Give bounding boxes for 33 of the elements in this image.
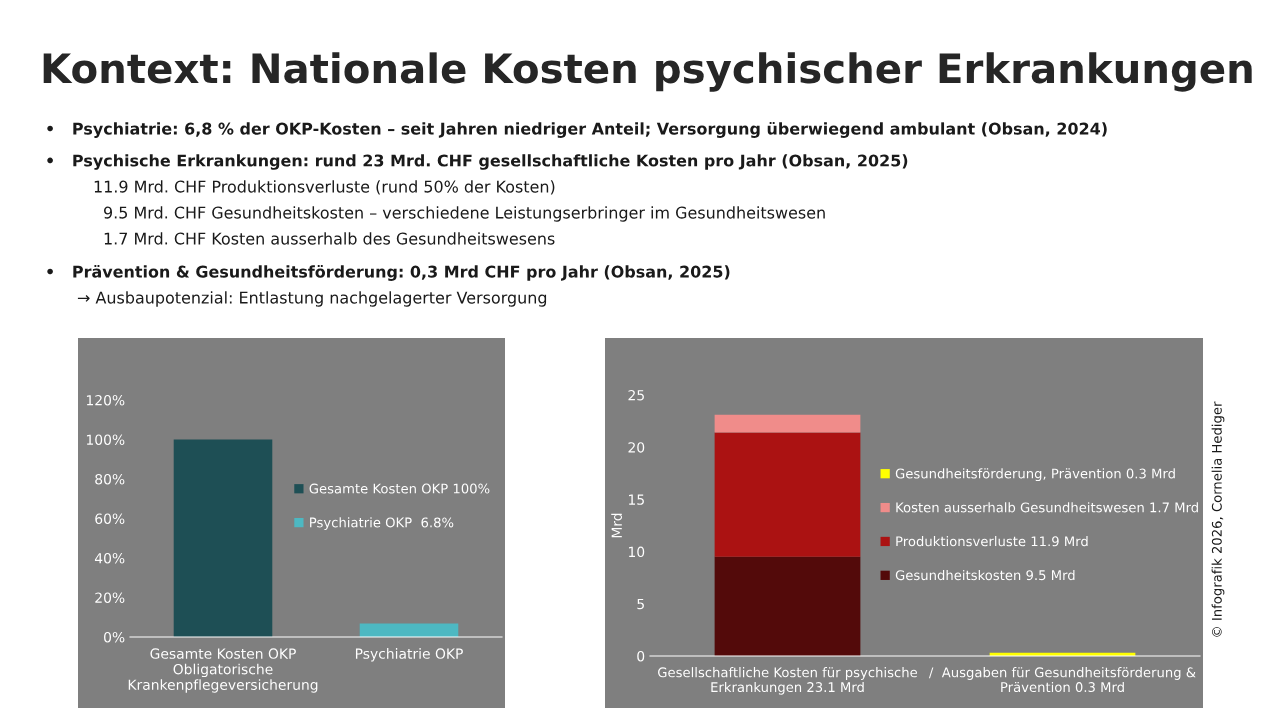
text: 1.7 Mrd. CHF Kosten ausserhalb des Gesundheitswesens [104,232,555,245]
y-tick-label: 100% [86,434,125,445]
text: • Psychische Erkrankungen: rund 23 Mrd. CHF gesellschaftliche Kosten pro Jahr (Obsan, 2025) [47,154,908,170]
y-tick-label: 0% [104,631,125,643]
legend-label: Gesamte Kosten OKP 100% [309,483,490,494]
text: → Ausbaupotenzial: Entlastung nachgelagerter Versorgung [77,291,547,307]
y-tick-label: 20 [628,442,645,453]
y-axis-title: Mrd [611,513,622,538]
y-tick-label: 15 [628,494,644,505]
y-tick-label: 25 [628,389,644,401]
text: 9.5 Mrd. CHF Gesundheitskosten – verschiedene Leistungserbringer im Gesundheitswesen [104,206,825,222]
text: © Infografik 2026, Cornelia Hediger [1211,401,1225,637]
x-tick-label: Psychiatrie OKP [355,648,463,662]
legend-label: Kosten ausserhalb Gesundheitswesen 1.7 Mrd [896,502,1198,513]
text: • Prävention & Gesundheitsförderung: 0,3 Mrd CHF pro Jahr (Obsan, 2025) [47,265,730,281]
y-tick-label: 120% [86,394,125,406]
legend-label: Psychiatrie OKP 6.8% [310,517,454,530]
y-tick-label: 5 [637,598,644,610]
legend-label: Gesundheitskosten 9.5 Mrd [895,569,1075,581]
text: • Psychiatrie: 6,8 % der OKP-Kosten – seit Jahren niedriger Anteil; Versorgung überwiegend ambulant (Obsan, 2024) [47,122,1107,138]
y-tick-label: 10 [628,546,645,558]
x-tick-label: Gesamte Kosten OKP Obligatorische Krankenpflegeversicherung [128,648,318,693]
y-tick-label: 80% [95,473,125,485]
y-tick-label: 40% [94,552,125,564]
x-tick-label: Gesellschaftliche Kosten für psychische Erkrankungen 23.1 Mrd [658,667,918,695]
legend-label: Gesundheitsförderung, Prävention 0.3 Mrd [895,468,1175,482]
y-tick-label: 60% [95,513,125,524]
legend-label: Produktionsverluste 11.9 Mrd [896,536,1088,547]
y-tick-label: 0 [637,650,645,662]
y-tick-label: 20% [95,592,125,603]
x-tick-label: / Ausgaben für Gesundheitsförderung & Prävention 0.3 Mrd [928,667,1196,693]
text: 11.9 Mrd. CHF Produktionsverluste (rund 50% der Kosten) [94,180,555,195]
text: Kontext: Nationale Kosten psychischer Erkrankungen [43,52,1252,92]
